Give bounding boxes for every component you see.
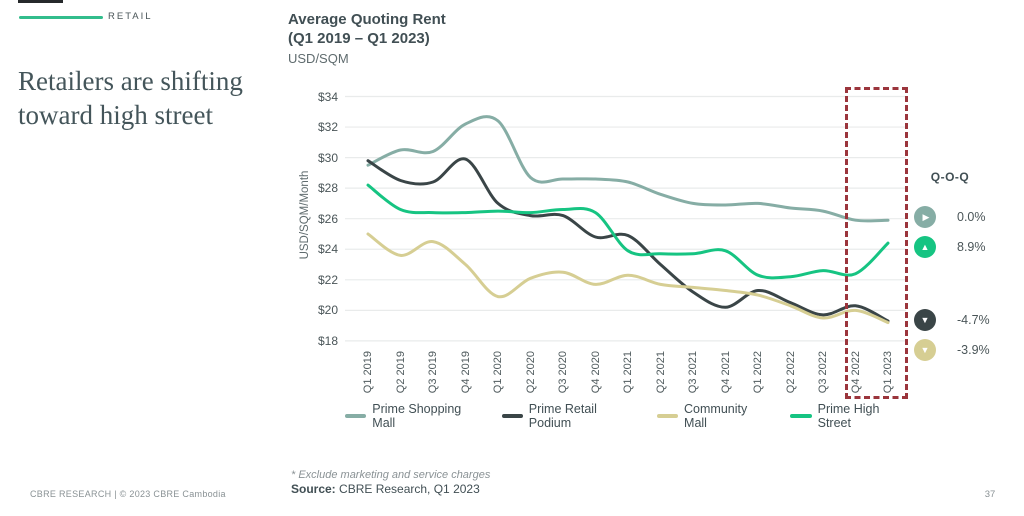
y-tick-label: $28 (317, 181, 338, 196)
legend-item-prime-high-street: Prime High Street (790, 402, 905, 430)
x-tick-label: Q3 2019 (427, 351, 439, 394)
x-tick-label: Q2 2022 (784, 351, 797, 394)
qoq-row-prime-shopping-mall: ▶ 0.0% (914, 206, 986, 228)
chart-title-line1: Average Quoting Rent (288, 11, 446, 28)
highlight-box-latest-quarters (845, 87, 908, 399)
legend-swatch (345, 414, 367, 418)
y-tick-label: $22 (317, 272, 338, 287)
qoq-row-prime-high-street: ▲ 8.9% (914, 236, 986, 258)
qoq-row-community-mall: ▼ -3.9% (914, 339, 990, 361)
x-tick-label: Q1 2021 (622, 351, 634, 394)
legend-label: Prime Retail Podium (528, 402, 597, 430)
x-tick-label: Q2 2021 (654, 351, 667, 394)
arrow-down-icon: ▼ (914, 309, 936, 331)
series-line-prime-high-street (366, 183, 890, 280)
y-tick-label: $24 (317, 242, 338, 257)
qoq-value: -4.7% (957, 313, 990, 327)
page-number: 37 (984, 489, 996, 500)
series-line-prime-shopping-mall (366, 115, 890, 223)
y-tick-label: $32 (317, 120, 338, 135)
x-tick-label: Q4 2019 (459, 351, 472, 394)
page-title: Retailers are shifting toward high stree… (18, 64, 308, 132)
x-tick-label: Q2 2020 (524, 351, 537, 394)
footnote-block: * Exclude marketing and service charges … (291, 468, 490, 497)
legend-swatch (501, 414, 523, 418)
footnote-text: * Exclude marketing and service charges (291, 469, 491, 481)
chart-title-line2: (Q1 2019 – Q1 2023) (288, 30, 430, 47)
y-tick-label: $18 (317, 333, 338, 348)
chart-legend: Prime Shopping Mall Prime Retail Podium Co… (345, 402, 905, 430)
y-tick-label: $26 (317, 211, 338, 226)
source-text: Source: CBRE Research, Q1 2023 (291, 482, 480, 496)
series-line-community-mall (366, 232, 890, 325)
x-tick-label: Q4 2020 (589, 351, 602, 394)
source-label: Source: (291, 482, 336, 496)
x-tick-label: Q3 2021 (687, 351, 699, 394)
page-title-line1: Retailers are shifting (18, 66, 243, 96)
qoq-value: 8.9% (957, 240, 986, 254)
section-tag: RETAIL (108, 11, 153, 22)
x-tick-label: Q2 2019 (394, 351, 407, 394)
x-tick-label: Q1 2019 (362, 351, 374, 394)
footer-credit: CBRE RESEARCH | © 2023 CBRE Cambodia (30, 489, 226, 499)
legend-swatch (656, 414, 679, 418)
retail-section-rule (19, 16, 103, 19)
x-tick-label: Q1 2022 (752, 351, 764, 394)
page-title-line2: toward high street (18, 100, 213, 130)
arrow-right-icon: ▶ (914, 206, 936, 228)
series-line-prime-retail-podium (366, 157, 890, 323)
x-tick-label: Q4 2021 (719, 351, 732, 394)
arrow-down-icon: ▼ (914, 339, 936, 361)
logo-fragment (18, 0, 63, 3)
y-tick-label: $20 (317, 303, 338, 318)
qoq-value: -3.9% (957, 343, 990, 357)
qoq-row-prime-retail-podium: ▼ -4.7% (914, 309, 990, 331)
legend-swatch (790, 414, 812, 418)
y-tick-label: $34 (317, 89, 338, 104)
y-tick-label: $30 (317, 150, 338, 165)
chart-title: Average Quoting Rent (Q1 2019 – Q1 2023)… (288, 10, 446, 66)
legend-label: Community Mall (684, 402, 748, 430)
x-tick-label: Q3 2022 (817, 351, 829, 394)
legend-item-prime-retail-podium: Prime Retail Podium (501, 402, 630, 430)
x-tick-label: Q1 2020 (492, 351, 504, 394)
qoq-value: 0.0% (957, 210, 986, 224)
chart-unit: USD/SQM (288, 51, 349, 66)
legend-label: Prime Shopping Mall (372, 402, 462, 430)
line-chart (345, 95, 906, 342)
legend-item-prime-shopping-mall: Prime Shopping Mall (345, 402, 475, 430)
arrow-up-icon: ▲ (914, 236, 936, 258)
legend-label: Prime High Street (817, 402, 880, 430)
legend-item-community-mall: Community Mall (656, 402, 764, 430)
x-tick-label: Q3 2020 (557, 351, 569, 394)
qoq-header: Q-O-Q (930, 170, 970, 184)
